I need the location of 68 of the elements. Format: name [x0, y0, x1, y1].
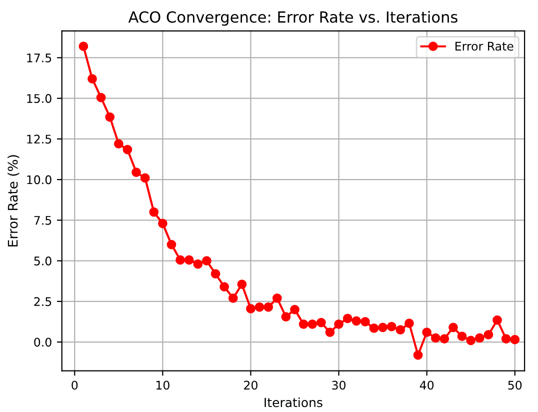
point [404, 318, 414, 328]
y-tick-label: 17.5 [27, 54, 52, 62]
point [184, 255, 194, 265]
y-tick-label: 5.0 [34, 256, 52, 266]
point [422, 328, 432, 337]
point [457, 332, 467, 342]
point [202, 256, 212, 266]
point [325, 328, 335, 337]
point [413, 350, 423, 360]
point [176, 255, 185, 265]
y-tick-label: 10.0 [27, 175, 52, 184]
point [474, 333, 484, 343]
point [264, 302, 274, 312]
point [316, 318, 326, 328]
x-axis-title: Iterations [264, 398, 322, 408]
point [369, 324, 379, 333]
point [342, 314, 352, 324]
point [193, 259, 203, 269]
point [440, 334, 450, 344]
point [430, 333, 440, 343]
point [484, 330, 494, 340]
y-tick-label: 15.0 [27, 94, 52, 103]
x-tick-label: 50 [508, 380, 522, 390]
point [158, 218, 168, 228]
y-tick-label: 2.5 [34, 297, 52, 306]
point [78, 42, 88, 52]
point [166, 240, 176, 250]
point [246, 304, 256, 314]
y-tick-label: 7.5 [34, 216, 52, 225]
point [237, 280, 247, 290]
point [334, 319, 344, 329]
legend-label: Error Rate [455, 42, 514, 51]
point [298, 319, 308, 329]
point [122, 144, 132, 154]
point [360, 317, 370, 326]
point [492, 315, 502, 325]
point [220, 282, 229, 292]
point [254, 302, 264, 312]
point [378, 322, 388, 332]
point [281, 312, 291, 322]
point [352, 316, 362, 326]
point [228, 293, 238, 303]
x-tick-label: 20 [244, 380, 258, 390]
y-tick-label: 12.5 [27, 134, 52, 144]
x-tick-label: 0 [72, 380, 78, 390]
point [510, 334, 520, 344]
x-tick-label: 30 [332, 380, 346, 390]
point [396, 325, 406, 335]
point [448, 322, 458, 332]
point [114, 139, 124, 149]
point [88, 74, 97, 84]
point [501, 334, 511, 344]
point [272, 293, 282, 303]
point [466, 336, 476, 346]
point [140, 173, 150, 183]
point [210, 269, 220, 278]
x-tick-label: 10 [156, 380, 170, 390]
chart-title: ACO Convergence: Error Rate vs. Iterations [128, 10, 458, 26]
point [96, 92, 106, 102]
point [132, 168, 141, 177]
x-tick-label: 40 [420, 380, 434, 390]
point [386, 322, 396, 332]
point [149, 207, 159, 217]
y-tick-label: 0.0 [34, 338, 52, 347]
point [105, 112, 115, 122]
y-axis-title: Error Rate (%) [8, 155, 20, 246]
point [290, 304, 300, 314]
point [308, 319, 318, 329]
